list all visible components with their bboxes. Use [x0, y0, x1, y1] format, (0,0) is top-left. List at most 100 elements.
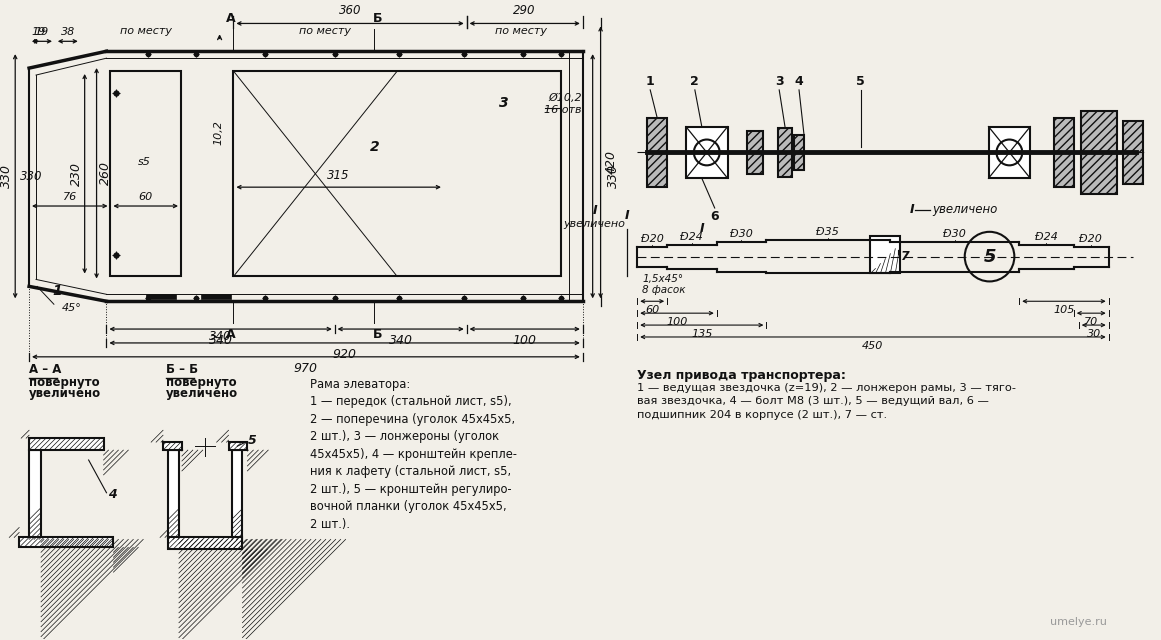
- Text: 230: 230: [70, 162, 82, 186]
- Text: 16 отв.: 16 отв.: [545, 105, 585, 115]
- Text: Узел привода транспортера:: Узел привода транспортера:: [637, 369, 846, 381]
- Text: 4: 4: [794, 75, 803, 88]
- Text: 340: 340: [209, 330, 232, 343]
- Text: 60: 60: [646, 305, 659, 316]
- Bar: [229, 442, 247, 450]
- Text: 920: 920: [332, 348, 356, 361]
- Bar: [163, 442, 182, 450]
- Text: 100: 100: [513, 334, 536, 347]
- Text: I: I: [625, 209, 629, 222]
- Text: повернуто: повернуто: [29, 376, 100, 388]
- Text: 340: 340: [389, 334, 412, 347]
- Text: по месту: по месту: [496, 26, 547, 36]
- Text: 100: 100: [666, 317, 687, 327]
- Text: Ð20: Ð20: [641, 234, 664, 244]
- Bar: [748, 131, 763, 174]
- Text: увеличено: увеличено: [166, 387, 238, 401]
- Circle shape: [694, 140, 720, 165]
- Text: увеличено: увеличено: [564, 219, 626, 229]
- Text: 45°: 45°: [62, 303, 81, 313]
- Text: 450: 450: [863, 341, 884, 351]
- Bar: [778, 127, 792, 177]
- Text: I: I: [699, 222, 704, 235]
- Bar: [647, 118, 668, 187]
- Bar: [871, 236, 900, 273]
- Text: 420: 420: [605, 150, 618, 174]
- Text: 6: 6: [711, 210, 719, 223]
- Text: 330: 330: [0, 164, 13, 188]
- Text: 340: 340: [209, 334, 232, 347]
- Text: увеличено: увеличено: [29, 387, 101, 401]
- Text: I: I: [910, 204, 915, 216]
- Circle shape: [965, 232, 1015, 282]
- Text: 3: 3: [498, 96, 509, 110]
- Text: 2: 2: [691, 75, 699, 88]
- Text: по месту: по месту: [298, 26, 351, 36]
- Text: 290: 290: [513, 4, 536, 17]
- Text: A: A: [225, 12, 236, 26]
- Text: 1: 1: [52, 284, 62, 298]
- Text: Ð30: Ð30: [944, 228, 966, 239]
- Text: 76: 76: [63, 192, 77, 202]
- Text: 1: 1: [646, 75, 655, 88]
- Text: увеличено: увеличено: [932, 204, 997, 216]
- Text: повернуто: повернуто: [166, 376, 237, 388]
- Text: Б: Б: [373, 328, 382, 341]
- Text: А – А: А – А: [29, 363, 62, 376]
- Bar: [29, 438, 103, 450]
- Text: по месту: по месту: [121, 26, 172, 36]
- Bar: [110, 71, 181, 276]
- Bar: [686, 127, 728, 178]
- Text: s5: s5: [138, 157, 151, 167]
- Text: 105: 105: [1053, 305, 1075, 316]
- Circle shape: [996, 140, 1023, 165]
- Text: Ð30: Ð30: [730, 228, 753, 239]
- Text: Ð24: Ð24: [680, 232, 704, 242]
- Text: 260: 260: [99, 161, 111, 185]
- Text: 330: 330: [20, 170, 43, 183]
- Text: 8 фасок: 8 фасок: [642, 285, 686, 296]
- Bar: [146, 294, 176, 300]
- Text: 135: 135: [691, 329, 713, 339]
- Bar: [231, 450, 243, 540]
- Text: 330: 330: [606, 164, 620, 188]
- Bar: [233, 71, 561, 276]
- Bar: [1124, 121, 1144, 184]
- Text: 19: 19: [31, 28, 46, 37]
- Bar: [988, 127, 1030, 178]
- Bar: [201, 294, 231, 300]
- Text: 30: 30: [1087, 329, 1101, 339]
- Text: 60: 60: [138, 192, 153, 202]
- Bar: [29, 450, 41, 540]
- Text: 10,2: 10,2: [214, 120, 224, 145]
- Text: Ð20: Ð20: [1080, 234, 1102, 244]
- Bar: [168, 538, 243, 549]
- Text: 3: 3: [774, 75, 784, 88]
- Text: 5: 5: [247, 434, 257, 447]
- Text: 315: 315: [327, 169, 349, 182]
- Text: 5: 5: [983, 248, 996, 266]
- Text: 7: 7: [900, 250, 909, 263]
- Bar: [794, 134, 805, 170]
- Text: 2: 2: [369, 140, 380, 154]
- Text: 970: 970: [294, 362, 318, 375]
- Bar: [1054, 118, 1074, 187]
- Text: Рама элеватора:
1 — передок (стальной лист, s5),
2 — поперечина (уголок 45х45х5,: Рама элеватора: 1 — передок (стальной ли…: [310, 378, 517, 531]
- Text: 70: 70: [1084, 317, 1098, 327]
- Text: A: A: [225, 328, 236, 341]
- Text: Б: Б: [373, 12, 382, 26]
- Text: Ø10,2: Ø10,2: [548, 93, 582, 103]
- Text: 360: 360: [339, 4, 361, 17]
- Text: I: I: [592, 204, 597, 217]
- Text: 5: 5: [856, 75, 865, 88]
- Text: 1 — ведущая звездочка (z=19), 2 — лонжерон рамы, 3 — тяго-
вая звездочка, 4 — бо: 1 — ведущая звездочка (z=19), 2 — лонжер…: [637, 383, 1016, 420]
- Text: 38: 38: [60, 28, 75, 37]
- Text: 1,5х45°: 1,5х45°: [642, 275, 684, 284]
- Text: Ð24: Ð24: [1034, 232, 1058, 242]
- Bar: [1081, 111, 1117, 194]
- Bar: [168, 450, 179, 540]
- Text: 19: 19: [35, 28, 49, 37]
- Text: Ð35: Ð35: [816, 227, 839, 237]
- Bar: [20, 538, 114, 547]
- Text: Б – Б: Б – Б: [166, 363, 199, 376]
